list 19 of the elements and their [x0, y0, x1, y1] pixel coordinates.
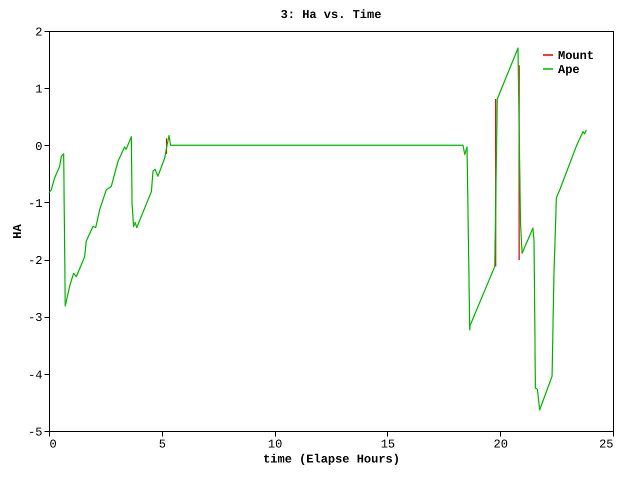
legend-label: Mount — [558, 49, 594, 63]
x-tick-label: 10 — [268, 438, 282, 452]
chart-title: 3: Ha vs. Time — [280, 8, 382, 22]
x-tick-label: 0 — [50, 438, 57, 452]
x-tick-label: 15 — [380, 438, 396, 452]
x-tick-label: 20 — [493, 438, 508, 452]
y-tick-label: 0 — [35, 140, 42, 154]
x-tick-label: 25 — [599, 438, 614, 452]
y-tick-label: 2 — [35, 26, 42, 40]
y-tick-label: -1 — [28, 196, 42, 211]
y-tick-label: -5 — [28, 426, 42, 440]
legend-label: Ape — [558, 63, 580, 77]
y-tick-label: -3 — [28, 311, 42, 326]
y-tick-label: -4 — [28, 368, 42, 382]
y-tick-label: 1 — [35, 82, 42, 97]
x-tick-label: 5 — [158, 438, 166, 452]
y-tick-label: -2 — [28, 254, 42, 268]
y-axis-title: HA — [11, 224, 26, 239]
x-axis-title: time (Elapse Hours) — [263, 452, 400, 466]
